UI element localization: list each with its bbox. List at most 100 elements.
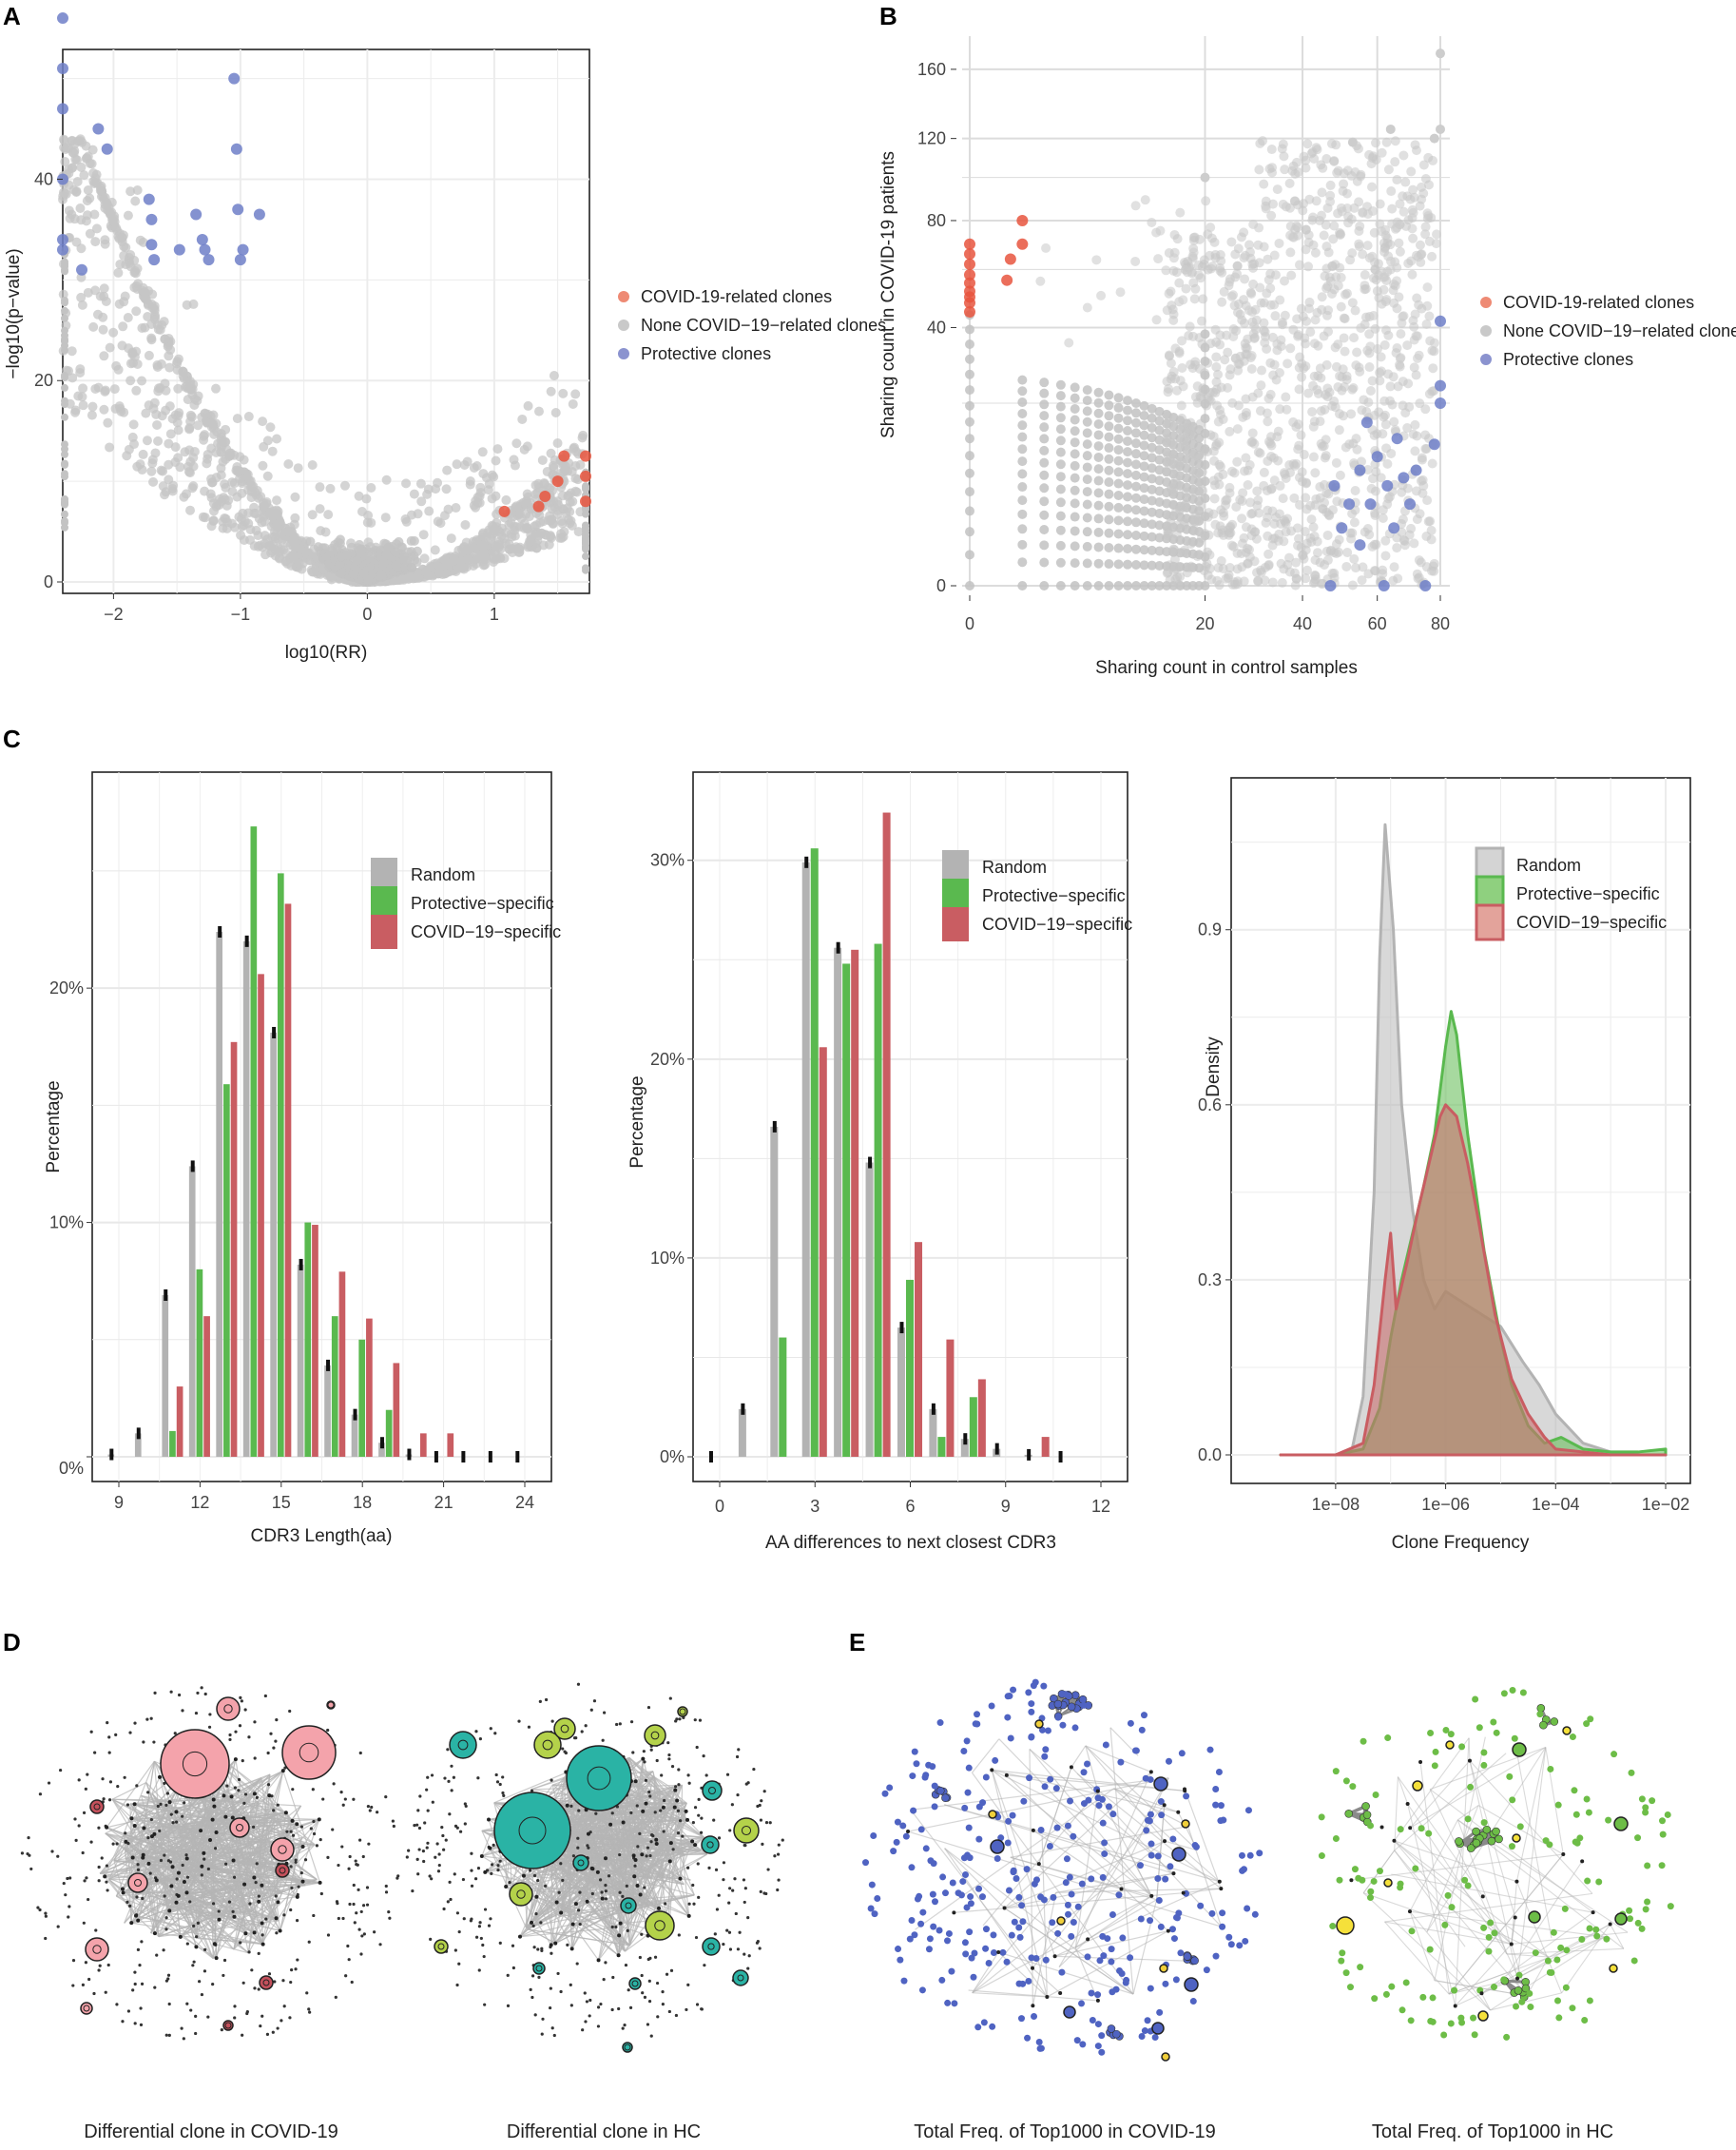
network-node-300 — [164, 1927, 168, 1931]
network-node-314 — [36, 1906, 40, 1909]
grey-point-1523 — [1254, 223, 1264, 233]
grey-point-42 — [144, 350, 154, 360]
grey-point-1324 — [187, 483, 198, 494]
bar-COVID19specific-11 — [176, 1386, 183, 1457]
grey-point-1187 — [1260, 327, 1270, 338]
grey-point-786 — [1189, 487, 1200, 497]
grey-point-1465 — [1246, 351, 1257, 361]
grey-point-13 — [965, 339, 974, 349]
grey-point-1339 — [526, 536, 536, 547]
network-node-324 — [326, 1933, 331, 1937]
network-node-126 — [73, 1817, 77, 1821]
grey-point-1148 — [1266, 145, 1277, 155]
grey-point-39 — [511, 438, 522, 449]
grey-point-1354 — [1299, 553, 1309, 564]
protective-point-8 — [101, 143, 113, 155]
network-node-113 — [237, 1777, 241, 1782]
y-tick-label-1: 20 — [34, 371, 53, 390]
grey-point-1 — [965, 550, 974, 560]
grey-point-432 — [79, 170, 89, 181]
grey-point-1364 — [208, 418, 219, 429]
grey-point-1084 — [1404, 401, 1415, 412]
grey-point-985 — [1231, 502, 1242, 513]
network-node-147 — [339, 1791, 343, 1794]
grey-point-53 — [1055, 497, 1066, 508]
legend-c2-label-2: COVID−19−specific — [982, 915, 1132, 934]
grey-point-175 — [1131, 397, 1142, 408]
network-node-21 — [128, 1731, 132, 1734]
grey-point-1361 — [89, 209, 100, 220]
network-node-64 — [312, 1819, 316, 1824]
grey-point-54 — [1055, 484, 1066, 494]
network-node-101 — [312, 1831, 317, 1836]
grey-point-1341 — [1255, 406, 1265, 416]
grey-point-1113 — [307, 510, 318, 520]
grey-point-56 — [146, 466, 157, 476]
grey-point-660 — [71, 237, 82, 247]
grey-point-1896 — [378, 558, 389, 569]
grey-point-1275 — [1171, 479, 1182, 490]
network-node-244 — [105, 1864, 109, 1868]
grey-point-1042 — [265, 422, 276, 433]
grey-point-1485 — [1294, 260, 1304, 270]
grey-point-1411 — [1226, 540, 1237, 551]
x-tick-label-0: 9 — [114, 1493, 124, 1512]
bar-Random-5 — [865, 1162, 874, 1457]
grey-point-773 — [517, 414, 528, 424]
grey-point-1393 — [103, 205, 113, 216]
network-node-353 — [384, 1884, 388, 1889]
grey-point-1899 — [352, 555, 362, 566]
grey-point-18 — [1017, 539, 1028, 550]
x-tick-label-2: 0 — [362, 605, 372, 624]
grey-point-881 — [173, 425, 183, 436]
grey-point-55 — [1055, 472, 1066, 482]
bar-Protectivespecific-4 — [842, 963, 851, 1457]
grey-point-1017 — [123, 312, 133, 322]
grey-point-704 — [199, 431, 209, 441]
grey-point-1142 — [175, 462, 185, 473]
grey-point-795 — [307, 459, 318, 470]
grey-point-1472 — [1432, 229, 1442, 240]
grey-point-86 — [85, 228, 95, 239]
grey-point-1048 — [1371, 154, 1381, 165]
y-tick-label-0: 0% — [59, 1459, 84, 1478]
network-node-360 — [220, 2028, 223, 2032]
grey-point-567 — [131, 385, 142, 396]
bar-COVID19specific-17 — [338, 1271, 346, 1457]
network-node-160 — [116, 1785, 120, 1789]
grey-point-1007 — [1354, 362, 1364, 373]
grey-point-148 — [1123, 516, 1133, 527]
grey-point-373 — [1381, 137, 1392, 147]
grey-point-611 — [1424, 311, 1435, 321]
grey-point-1525 — [1398, 206, 1409, 217]
grey-point-151 — [1123, 480, 1133, 491]
grey-point-1360 — [1426, 534, 1437, 545]
grey-point-69 — [1070, 498, 1080, 509]
grey-point-1499 — [1356, 322, 1366, 333]
grey-point-1294 — [218, 436, 228, 447]
protective-point-17 — [1435, 315, 1446, 327]
grey-point-1207 — [233, 467, 243, 477]
legend-c2-label-1: Protective−specific — [982, 886, 1126, 905]
protective-point-18 — [1328, 479, 1341, 492]
grey-point-1424 — [1404, 530, 1415, 540]
grey-point-1231 — [1329, 548, 1340, 558]
grey-point-1442 — [1228, 290, 1239, 300]
network-node-237 — [319, 1891, 323, 1896]
network-node-107 — [326, 1855, 330, 1859]
grey-point-143 — [1113, 393, 1124, 403]
grey-point-1952 — [61, 400, 68, 409]
grey-point-581 — [1294, 440, 1304, 451]
x-tick-label-1: 12 — [190, 1493, 209, 1512]
grey-point-1185 — [1317, 187, 1327, 198]
grey-point-1394 — [1361, 406, 1372, 416]
grey-point-1164 — [1265, 268, 1276, 279]
grey-point-146 — [1123, 544, 1133, 554]
protective-point-15 — [1435, 397, 1446, 409]
grey-point-1038 — [72, 177, 83, 187]
network-node-168 — [337, 1863, 340, 1868]
grey-point-496 — [1398, 150, 1409, 161]
network-node-349 — [250, 1968, 254, 1972]
